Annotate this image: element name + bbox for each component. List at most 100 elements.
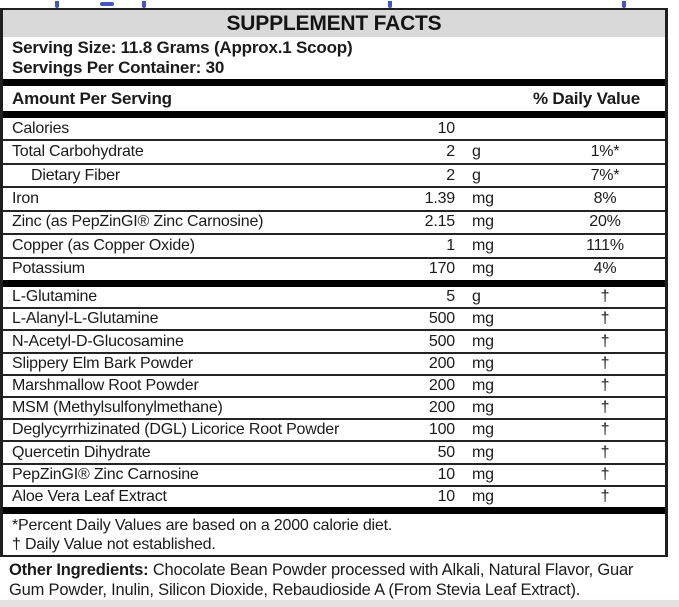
row-amount: 200 — [428, 376, 455, 394]
row-unit: mg — [472, 260, 494, 278]
row-daily-value: 20% — [589, 213, 621, 231]
row-amount: 5 — [446, 288, 455, 306]
other-ingredients-label: Other Ingredients: — [9, 561, 149, 579]
table-row: Aloe Vera Leaf Extract 10 mg † — [3, 484, 665, 507]
row-daily-value: 4% — [593, 260, 617, 278]
footnote-dagger: † Daily Value not established. — [12, 536, 216, 553]
row-ingredient-name: Copper (as Copper Oxide) — [12, 236, 195, 254]
botanicals-section: L-Glutamine 5 g † L-Alanyl-L-Glutamine 500 mg †… — [3, 287, 665, 507]
header-daily-value: % Daily Value — [532, 88, 640, 108]
row-ingredient-name: Aloe Vera Leaf Extract — [12, 487, 167, 505]
row-daily-value: 7%* — [590, 166, 620, 184]
table-row: Zinc (as PepZinGI® Zinc Carnosine) 2.15 mg… — [3, 209, 665, 233]
row-amount: 500 — [428, 310, 455, 328]
table-row: Slippery Elm Bark Powder 200 mg † — [3, 351, 665, 374]
text-fragment — [142, 1, 146, 8]
row-daily-value: † — [600, 354, 610, 372]
table-row: Total Carbohydrate 2 g 1%* — [3, 139, 665, 162]
row-ingredient-name: PepZinGI® Zinc Carnosine — [12, 465, 199, 483]
table-row: Copper (as Copper Oxide) 1 mg 111% — [3, 233, 665, 256]
row-ingredient-name: Iron — [12, 189, 39, 207]
facts-panel: SUPPLEMENT FACTS Serving Size: 11.8 Gram… — [0, 8, 668, 557]
row-amount: 50 — [437, 443, 456, 461]
row-unit: g — [472, 143, 481, 161]
row-ingredient-name: Total Carbohydrate — [12, 143, 144, 161]
text-fragment — [100, 2, 114, 6]
row-unit: mg — [472, 213, 494, 231]
row-amount: 10 — [437, 487, 456, 505]
section-divider-bar — [3, 280, 665, 287]
serving-info: Serving Size: 11.8 Grams (Approx.1 Scoop… — [3, 37, 665, 79]
row-daily-value: † — [600, 443, 610, 461]
other-ingredients: Other Ingredients: Chocolate Bean Powder… — [0, 557, 668, 600]
table-row: L-Glutamine 5 g † — [3, 287, 665, 307]
row-daily-value: 111% — [586, 236, 624, 254]
row-unit: mg — [472, 487, 494, 505]
section-divider-bar — [3, 79, 665, 86]
row-unit: mg — [472, 465, 494, 483]
row-amount: 200 — [428, 354, 455, 372]
table-row: MSM (Methylsulfonylmethane) 200 mg † — [3, 396, 665, 418]
table-row: Marshmallow Root Powder 200 mg † — [3, 373, 665, 396]
row-daily-value: 8% — [593, 189, 617, 207]
panel-title: SUPPLEMENT FACTS — [3, 10, 665, 37]
row-amount: 10 — [437, 119, 456, 137]
bottom-edge-strip — [0, 600, 679, 607]
row-daily-value: † — [600, 487, 610, 505]
section-divider-bar — [3, 111, 665, 118]
nutrients-section: Calories 10 Total Carbohydrate 2 g 1%* Dietary… — [3, 118, 665, 280]
row-amount: 1 — [446, 236, 455, 254]
row-daily-value: 1%* — [590, 143, 620, 161]
row-unit: mg — [472, 443, 494, 461]
row-unit: mg — [472, 399, 494, 417]
table-row: N-Acetyl-D-Glucosamine 500 mg † — [3, 329, 665, 351]
row-daily-value: † — [600, 399, 610, 417]
row-amount: 100 — [428, 421, 455, 439]
row-unit: mg — [472, 421, 494, 439]
table-row: Dietary Fiber 2 g 7%* — [3, 162, 665, 186]
row-daily-value: † — [600, 288, 610, 306]
row-unit: mg — [472, 376, 494, 394]
row-ingredient-name: Deglycyrrhizinated (DGL) Licorice Root P… — [12, 421, 340, 439]
row-amount: 2 — [446, 166, 455, 184]
row-ingredient-name: Quercetin Dihydrate — [12, 443, 151, 461]
text-fragment — [622, 1, 626, 8]
row-amount: 1.39 — [424, 189, 456, 207]
text-fragment — [55, 1, 59, 8]
row-amount: 2 — [446, 143, 455, 161]
row-ingredient-name: Dietary Fiber — [31, 166, 120, 184]
section-divider-bar — [3, 507, 665, 514]
row-amount: 500 — [428, 332, 455, 350]
row-ingredient-name: L-Glutamine — [12, 288, 97, 306]
table-row: Deglycyrrhizinated (DGL) Licorice Root P… — [3, 418, 665, 440]
row-unit: mg — [472, 332, 494, 350]
row-amount: 2.15 — [424, 213, 456, 231]
row-unit: mg — [472, 236, 494, 254]
row-unit: g — [472, 288, 481, 306]
row-ingredient-name: MSM (Methylsulfonylmethane) — [12, 399, 223, 417]
header-amount-per-serving: Amount Per Serving — [12, 88, 172, 108]
table-row: Iron 1.39 mg 8% — [3, 186, 665, 209]
row-amount: 10 — [437, 465, 456, 483]
table-row: Quercetin Dihydrate 50 mg † — [3, 440, 665, 462]
table-row: Potassium 170 mg 4% — [3, 256, 665, 280]
row-amount: 200 — [428, 399, 455, 417]
other-ingredients-text: Chocolate Bean Powder processed with Alk… — [9, 561, 634, 599]
row-unit: mg — [472, 354, 494, 372]
row-unit: g — [472, 166, 481, 184]
table-row: PepZinGI® Zinc Carnosine 10 mg † — [3, 462, 665, 485]
row-amount: 170 — [428, 260, 455, 278]
footnote-daily-values: *Percent Daily Values are based on a 200… — [12, 517, 393, 534]
serving-size: Serving Size: 11.8 Grams (Approx.1 Scoop… — [12, 38, 353, 57]
row-ingredient-name: Slippery Elm Bark Powder — [12, 354, 194, 372]
row-daily-value: † — [600, 465, 610, 483]
row-ingredient-name: Marshmallow Root Powder — [12, 376, 199, 394]
row-daily-value: † — [600, 332, 610, 350]
table-row: Calories 10 — [3, 118, 665, 139]
text-fragment — [388, 1, 392, 8]
row-daily-value: † — [600, 376, 610, 394]
cropped-blue-text-fragments — [0, 0, 668, 8]
table-row: L-Alanyl-L-Glutamine 500 mg † — [3, 307, 665, 329]
footnotes: *Percent Daily Values are based on a 200… — [3, 514, 665, 555]
